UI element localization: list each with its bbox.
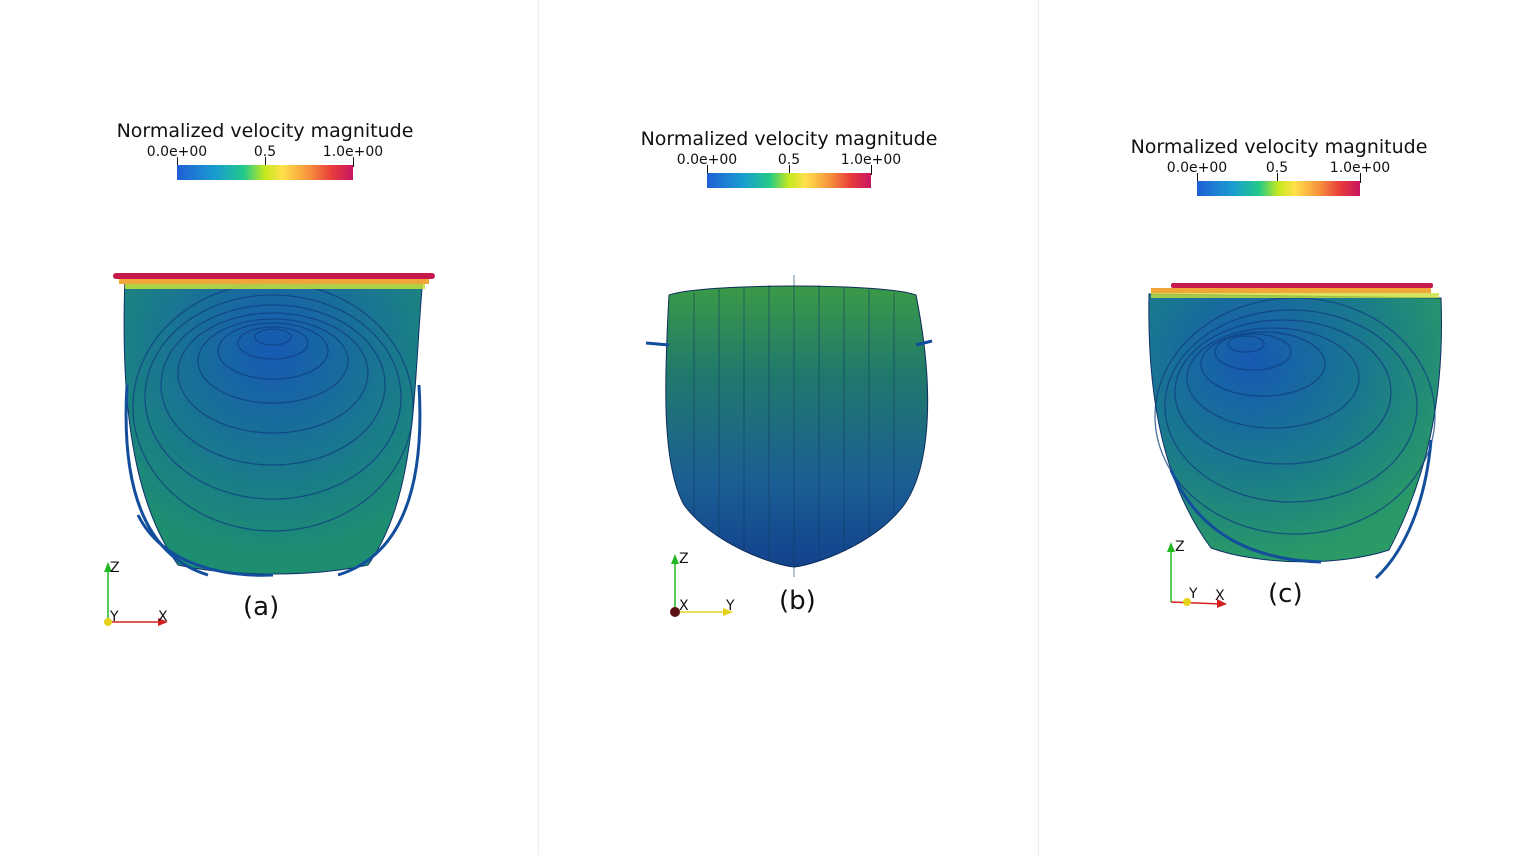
colorbar-tick-mid: 0.5 [253,144,277,160]
colorbar-tick-min: 0.0e+00 [146,144,208,160]
axis-label-center: Y [1189,586,1198,602]
axis-label-vertical: Z [1175,539,1185,555]
colorbar-tickmark [265,157,266,167]
axis-label-vertical: Z [679,551,689,567]
colorbar-tickmark [1197,173,1198,183]
colorbar-title: Normalized velocity magnitude [116,120,414,142]
colorbar-tickmark [707,165,708,175]
axes-triad-c [1167,542,1227,608]
colorbar-title: Normalized velocity magnitude [1130,136,1428,158]
colorbar-tick-mid: 0.5 [777,152,801,168]
colorbar-gradient [1197,181,1360,196]
streamline-plot-a [113,273,435,577]
axis-label-center: X [679,598,689,614]
streamline-plot-c [1148,283,1442,580]
subfigure-label: (c) [1268,579,1303,609]
colorbar-gradient [177,165,353,180]
colorbar-tickmark [177,157,178,167]
colorbar-tick-min: 0.0e+00 [1166,160,1228,176]
colorbar-tick-min: 0.0e+00 [676,152,738,168]
colorbar-tick-max: 1.0e+00 [322,144,384,160]
subfigure-label: (b) [779,586,816,616]
subfigure-label: (a) [243,592,280,622]
colorbar-tickmark [789,165,790,175]
colorbar-tickmark [871,165,872,175]
axes-triad-b [670,554,733,617]
axes-triad-a [104,562,168,626]
axis-label-horizontal: X [1215,588,1225,604]
axis-label-horizontal: Y [726,598,735,614]
axis-label-center: Y [110,609,119,625]
panel-c: Normalized velocity magnitude 0.0e+00 0.… [1038,0,1537,855]
colorbar-tickmark [1277,173,1278,183]
axis-label-vertical: Z [110,560,120,576]
streamline-plot-b [645,275,933,577]
colorbar-tickmark [353,157,354,167]
colorbar-gradient [707,173,871,188]
colorbar-title: Normalized velocity magnitude [640,128,938,150]
panel-a: Normalized velocity magnitude 0.0e+00 0.… [38,0,538,855]
colorbar-tickmark [1360,173,1361,183]
panel-b: Normalized velocity magnitude 0.0e+00 0.… [538,0,1039,855]
colorbar-tick-max: 1.0e+00 [1329,160,1391,176]
colorbar-tick-mid: 0.5 [1265,160,1289,176]
axis-label-horizontal: X [158,609,168,625]
colorbar-tick-max: 1.0e+00 [840,152,902,168]
